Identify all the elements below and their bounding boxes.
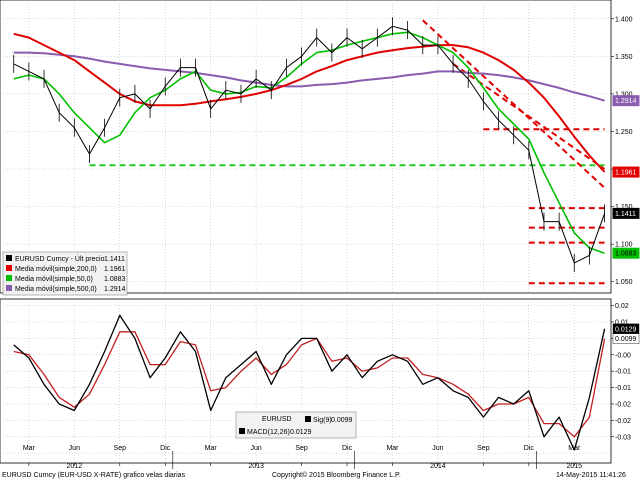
price-badge <box>612 95 640 107</box>
price-badge-label: 1.2914 <box>615 98 637 105</box>
x-month-label: Jun <box>250 445 261 452</box>
x-year-label: 2014 <box>430 463 446 470</box>
legend-swatch-price <box>6 255 12 261</box>
price-panel-frame <box>0 0 612 294</box>
sma50-line <box>13 31 605 254</box>
x-month-label: Mar <box>205 445 218 452</box>
sma500-line <box>13 51 605 102</box>
macd-grid <box>0 299 611 463</box>
legend-swatch-sma50 <box>6 275 12 281</box>
price-tick-label: 1.350 <box>615 54 633 61</box>
legend-value-sma50: 1.0883 <box>104 276 126 283</box>
x-month-label: Mar <box>386 445 399 452</box>
macd-legend-swatch-macd <box>239 428 245 434</box>
x-month-label: Dic <box>160 445 171 452</box>
x-month-label: Sep <box>477 445 490 452</box>
legend-value-sma500: 1.2914 <box>104 286 126 293</box>
footer-center: Copyright© 2015 Bloomberg Finance L.P. <box>272 471 401 479</box>
legend-swatch-sma200 <box>6 265 12 271</box>
footer-right: 14-May-2015 11:41:26 <box>556 472 626 479</box>
legend-value-sma200: 1.1961 <box>104 266 126 273</box>
legend-swatch-sma500 <box>6 285 12 291</box>
macd-legend-macd-label: MACD(12,26) <box>247 429 290 436</box>
macd-tick-label: -0.01 <box>615 369 631 376</box>
price-badge <box>612 247 640 259</box>
sma200-line <box>13 32 606 173</box>
price-badge-label: 1.0883 <box>615 251 637 258</box>
x-month-label: Sep <box>295 445 308 452</box>
price-legend-box <box>2 251 128 296</box>
value-badges: 1.2914 1.1961 1.1411 1.0883 0.0129 0.0099 <box>612 95 640 344</box>
macd-badge-label: 0.0099 <box>615 336 637 343</box>
price-tick-label: 1.300 <box>615 91 633 98</box>
legend-label-sma500: Media móvil(simple,500,0) <box>15 286 97 293</box>
x-month-label: Mar <box>568 445 581 452</box>
x-month-label: Dic <box>524 445 535 452</box>
x-axis: Mar Jun Sep Dic Mar Jun Sep Dic Mar Jun Sep Dic Mar 2… <box>23 445 582 470</box>
legend-value-price: 1.1411 <box>104 256 125 263</box>
macd-tick-label: 0.02 <box>615 303 629 310</box>
x-year-label: 2012 <box>67 463 83 470</box>
legend-label-sma200: Media móvil(simple,200,0) <box>15 266 97 273</box>
macd-legend-box <box>235 411 357 439</box>
price-badge <box>612 207 640 219</box>
macd-tick-label: -0.02 <box>615 401 631 408</box>
macd-badge-label: 0.0129 <box>615 326 637 333</box>
price-tick-label: 1.250 <box>615 129 633 136</box>
price-tick-label: 1.050 <box>615 279 633 286</box>
macd-legend-title: EURUSD <box>262 416 292 423</box>
macd-legend-signal-label: Sig(9) <box>313 417 332 424</box>
x-month-label: Jun <box>69 445 80 452</box>
macd-lines <box>13 314 606 451</box>
macd-badge <box>612 333 640 344</box>
macd-legend-swatch-signal <box>305 416 311 422</box>
macd-tick-label: -0.02 <box>615 418 631 425</box>
x-month-label: Jun <box>432 445 443 452</box>
x-month-label: Dic <box>342 445 353 452</box>
price-tick-label: 1.400 <box>615 16 633 23</box>
x-year-label: 2013 <box>248 463 264 470</box>
price-legend: EURUSD Curncy - Últ precio 1.1411 Media … <box>2 251 128 296</box>
legend-label-sma50: Media móvil(simple,50,0) <box>15 276 93 283</box>
macd-tick-label: -0.00 <box>615 352 631 359</box>
macd-line <box>13 314 606 451</box>
macd-legend-macd-value: 0.0129 <box>290 429 312 436</box>
macd-legend: EURUSD Sig(9) 0.0099 MACD(12,26) 0.0129 <box>235 411 357 439</box>
macd-tick-label: -0.01 <box>615 385 631 392</box>
macd-tick-label: 0.01 <box>615 319 629 326</box>
trend-line <box>422 19 606 189</box>
x-month-label: Sep <box>114 445 127 452</box>
legend-label-price: EURUSD Curncy - Últ precio <box>15 254 105 263</box>
price-tick-label: 1.100 <box>615 242 633 249</box>
price-lines <box>13 17 606 272</box>
price-badge <box>612 166 640 178</box>
footer-left: EURUSD Curncy (EUR-USD X-RATE) grafico v… <box>2 472 186 479</box>
price-badge-label: 1.1411 <box>615 211 636 218</box>
x-month-label: Mar <box>23 445 36 452</box>
price-tick-label: 1.150 <box>615 204 633 211</box>
macd-tick-label: -0.03 <box>615 434 631 441</box>
x-year-label: 2015 <box>566 463 582 470</box>
macd-signal-line <box>13 331 606 438</box>
price-badge-label: 1.1961 <box>615 170 637 177</box>
macd-legend-signal-value: 0.0099 <box>331 417 353 424</box>
price-line <box>13 25 606 264</box>
